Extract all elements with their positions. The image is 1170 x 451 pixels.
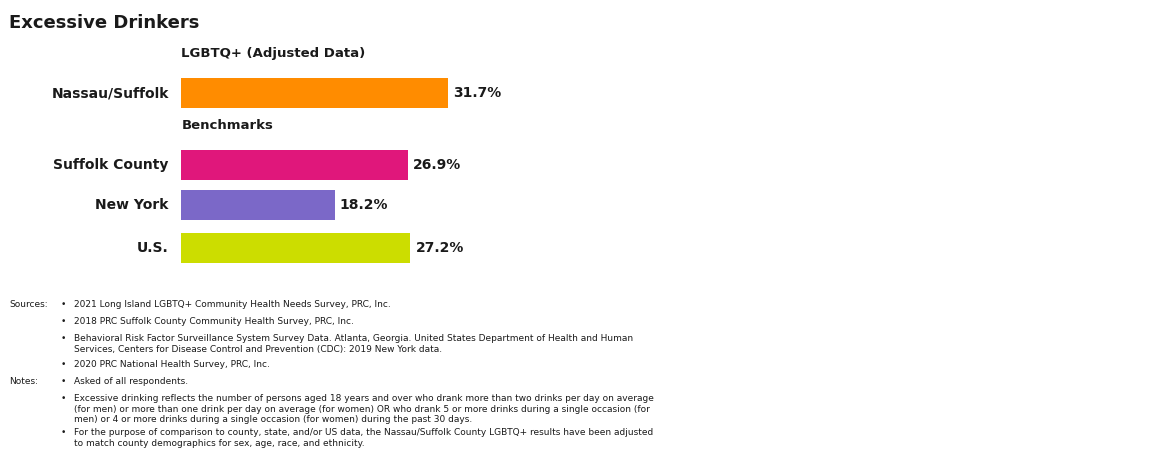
Text: Benchmarks: Benchmarks <box>181 120 274 132</box>
Text: Excessive drinking reflects the number of persons aged 18 years and over who dra: Excessive drinking reflects the number o… <box>74 394 654 424</box>
Text: 27.2%: 27.2% <box>415 241 464 255</box>
Text: LGBTQ+ (Adjusted Data): LGBTQ+ (Adjusted Data) <box>181 47 365 60</box>
Text: 2020 PRC National Health Survey, PRC, Inc.: 2020 PRC National Health Survey, PRC, In… <box>74 360 269 369</box>
Text: Nassau/Suffolk: Nassau/Suffolk <box>51 87 168 101</box>
Text: For the purpose of comparison to county, state, and/or US data, the Nassau/Suffo: For the purpose of comparison to county,… <box>74 428 653 448</box>
Text: Asked of all respondents.: Asked of all respondents. <box>74 377 188 386</box>
Bar <box>181 78 448 108</box>
Text: •: • <box>61 317 67 326</box>
Text: •: • <box>61 334 67 343</box>
Text: 2021 Long Island LGBTQ+ Community Health Needs Survey, PRC, Inc.: 2021 Long Island LGBTQ+ Community Health… <box>74 300 391 309</box>
Text: Notes:: Notes: <box>9 377 39 386</box>
Text: New York: New York <box>95 198 168 212</box>
Text: Excessive Drinkers: Excessive Drinkers <box>9 14 200 32</box>
Text: U.S.: U.S. <box>137 241 168 255</box>
Text: 26.9%: 26.9% <box>413 158 461 172</box>
Text: •: • <box>61 428 67 437</box>
Text: •: • <box>61 394 67 403</box>
Bar <box>181 150 408 180</box>
Text: 2018 PRC Suffolk County Community Health Survey, PRC, Inc.: 2018 PRC Suffolk County Community Health… <box>74 317 353 326</box>
Bar <box>181 233 411 263</box>
Text: 31.7%: 31.7% <box>454 87 502 101</box>
Text: Sources:: Sources: <box>9 300 48 309</box>
Bar <box>181 190 335 220</box>
Text: Behavioral Risk Factor Surveillance System Survey Data. Atlanta, Georgia. United: Behavioral Risk Factor Surveillance Syst… <box>74 334 633 354</box>
Text: •: • <box>61 360 67 369</box>
Text: Suffolk County: Suffolk County <box>54 158 168 172</box>
Text: •: • <box>61 300 67 309</box>
Text: 18.2%: 18.2% <box>339 198 388 212</box>
Text: •: • <box>61 377 67 386</box>
